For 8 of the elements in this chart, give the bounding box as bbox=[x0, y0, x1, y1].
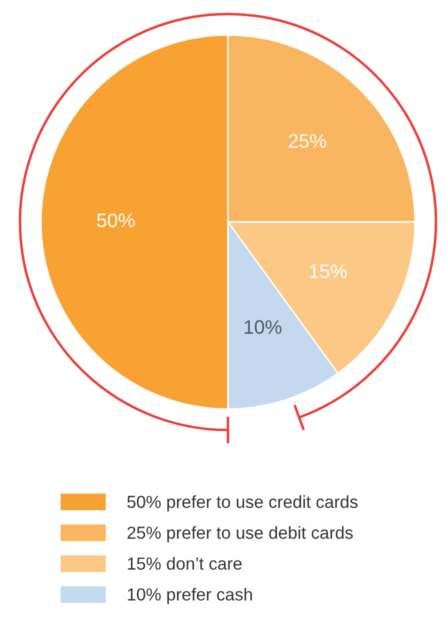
data-label: 15% bbox=[310, 264, 347, 278]
legend-label: 15% don’t care bbox=[128, 557, 242, 570]
legend-label: 50% prefer to use credit cards bbox=[127, 495, 358, 512]
legend-label: 10% prefer cash bbox=[128, 588, 252, 604]
data-label: 25% bbox=[288, 134, 326, 148]
data-label: 50% bbox=[97, 213, 135, 228]
legend-label: 25% prefer to use debit cards bbox=[127, 526, 353, 542]
data-label: 10% bbox=[244, 320, 282, 334]
